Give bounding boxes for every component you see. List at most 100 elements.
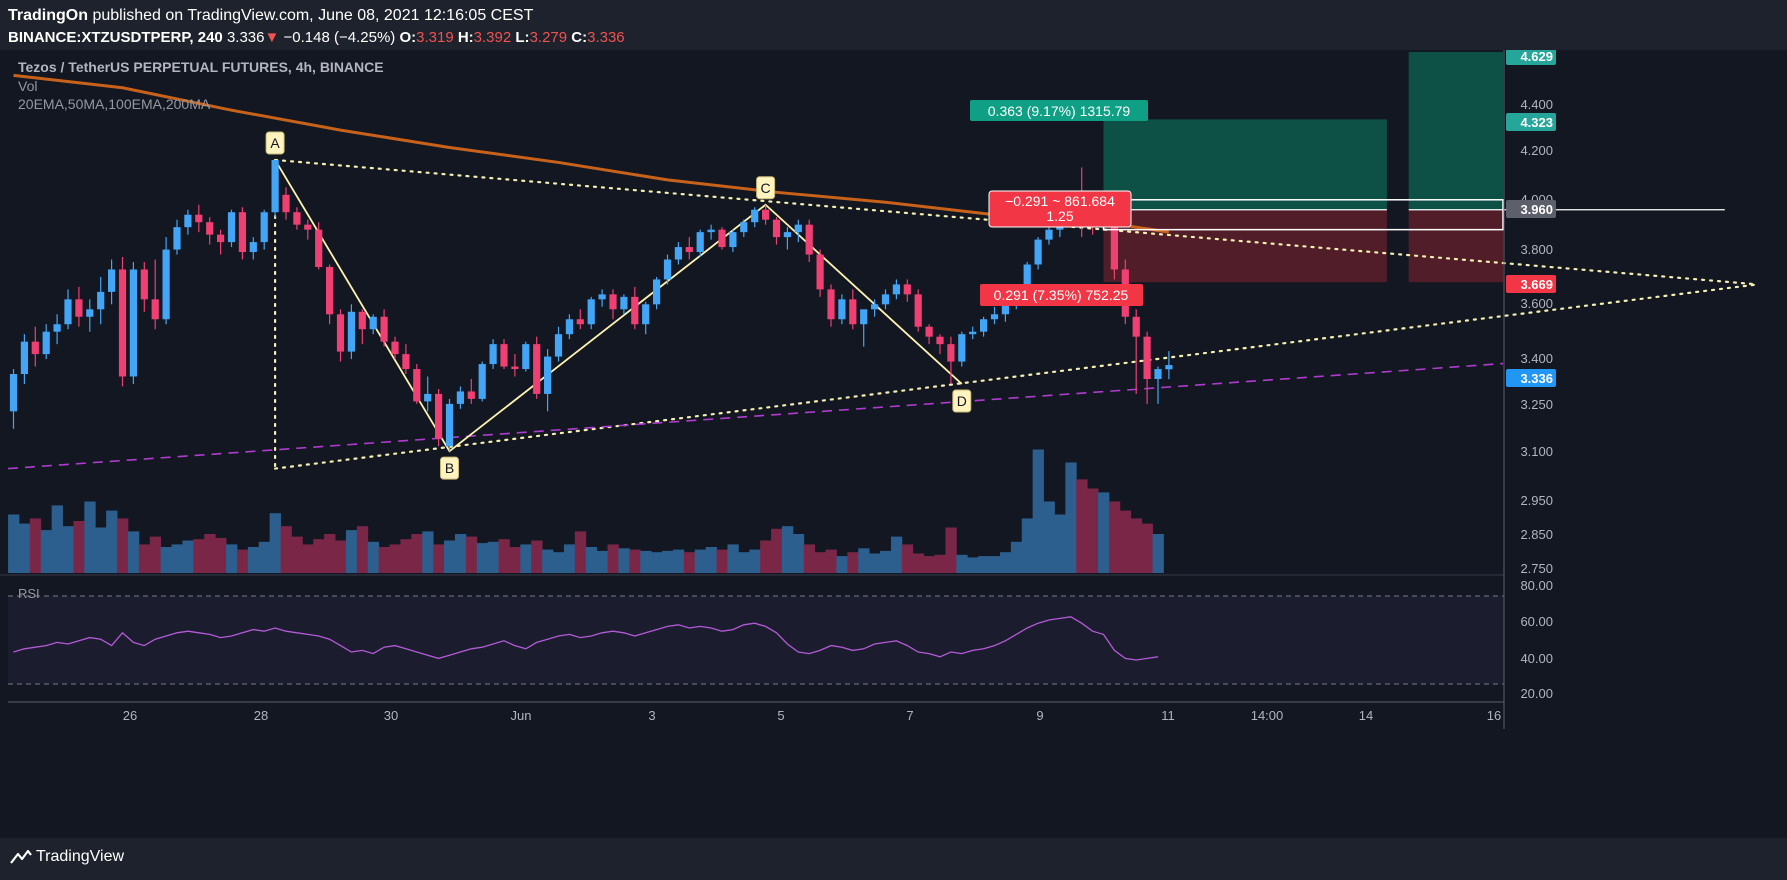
- candle-body: [522, 344, 530, 370]
- volume-bar: [792, 534, 805, 573]
- candle-body: [565, 319, 573, 335]
- open-value: 3.319: [416, 29, 454, 46]
- symbol-label[interactable]: BINANCE:XTZUSDTPERP, 240: [8, 29, 223, 46]
- volume-bars: [8, 449, 1164, 573]
- close-label: C:: [571, 29, 588, 46]
- volume-bar: [978, 556, 990, 573]
- candle-body: [925, 326, 933, 337]
- candle-body: [772, 219, 781, 238]
- rsi-tick: 20.00: [1520, 686, 1553, 701]
- volume-bar: [487, 541, 499, 573]
- candle-body: [663, 259, 672, 280]
- price-tick: 3.400: [1520, 351, 1553, 366]
- price-chart[interactable]: A B C D 0.363 (9.17%) 1315.79 0.291 (7.35%) 7…: [0, 50, 1787, 838]
- price-badge-label: 4.323: [1520, 115, 1553, 130]
- candle-body: [620, 296, 628, 310]
- price-badge: [1506, 275, 1556, 293]
- legend-rsi: RSI: [18, 586, 40, 601]
- candle-body: [140, 269, 148, 300]
- time-tick: 14:00: [1251, 708, 1284, 723]
- volume-bar: [781, 526, 794, 573]
- candle-body: [598, 294, 606, 300]
- volume-bar: [1010, 541, 1023, 573]
- volume-bar: [8, 514, 20, 573]
- volume-bar: [280, 526, 292, 573]
- abcd-label-box: [440, 456, 459, 480]
- candle-body: [456, 391, 464, 404]
- volume-bar: [727, 544, 739, 573]
- candle-body: [805, 224, 813, 255]
- candle-body: [576, 319, 584, 325]
- price-tick: 2.750: [1520, 561, 1553, 576]
- candle-body: [729, 232, 737, 248]
- candle-body: [947, 344, 955, 362]
- volume-bar: [84, 501, 96, 573]
- volume-bar: [313, 539, 325, 573]
- legend-vol: Vol: [18, 78, 37, 94]
- candle-body: [903, 284, 911, 295]
- candle-body: [860, 309, 868, 325]
- high-label: H:: [457, 29, 474, 46]
- candle-body: [881, 294, 890, 305]
- volume-bar: [1054, 514, 1066, 573]
- candle-body: [609, 294, 617, 310]
- volume-bar: [1152, 534, 1164, 573]
- candle-body: [227, 212, 236, 243]
- candle-body: [108, 269, 116, 292]
- volume-bar: [542, 549, 554, 573]
- price-tick: 3.600: [1520, 296, 1553, 311]
- volume-bar: [672, 549, 685, 573]
- abcd-label-b: B: [445, 460, 454, 476]
- candle-body: [696, 232, 704, 253]
- price-badge: [1506, 113, 1556, 131]
- author-name[interactable]: TradingOn: [8, 7, 88, 24]
- rsi-tick: 80.00: [1520, 578, 1553, 593]
- entry-label-line2: 1.25: [1046, 208, 1073, 224]
- candle-body: [1023, 264, 1031, 290]
- volume-bar: [934, 554, 946, 573]
- time-tick: 5: [777, 708, 784, 723]
- stop-label: 0.291 (7.35%) 752.25: [994, 287, 1129, 303]
- volume-bar: [127, 531, 140, 573]
- volume-bar: [880, 550, 892, 573]
- candle-body: [86, 309, 94, 317]
- candle-body: [969, 331, 977, 335]
- candle-body: [1001, 304, 1009, 315]
- candle-body: [489, 344, 497, 365]
- candle-body: [424, 393, 432, 402]
- time-tick: 16: [1487, 708, 1501, 723]
- candle-body: [838, 299, 846, 320]
- candles: [9, 159, 1173, 452]
- rsi-line: [13, 616, 1159, 661]
- candle-body: [118, 269, 127, 377]
- candle-body: [642, 304, 650, 325]
- volume-bar: [912, 553, 925, 573]
- candle-body: [20, 341, 28, 375]
- volume-bar: [738, 552, 750, 573]
- tradingview-brand[interactable]: TradingView: [10, 848, 124, 866]
- price-badge-label: 4.629: [1520, 50, 1553, 64]
- candle-body: [1165, 365, 1173, 370]
- volume-bar: [1130, 518, 1143, 573]
- volume-bar: [117, 518, 129, 573]
- volume-bar: [869, 553, 881, 573]
- candle-body: [129, 269, 137, 377]
- rsi-tick: 60.00: [1520, 614, 1553, 629]
- price-tick: 2.950: [1520, 493, 1553, 508]
- volume-bar: [73, 521, 85, 573]
- candle-body: [936, 336, 944, 345]
- candle-body: [587, 299, 595, 325]
- price-change: −0.148 (−4.25%): [283, 29, 396, 46]
- candle-body: [685, 247, 693, 253]
- volume-bar: [51, 505, 63, 573]
- candle-body: [271, 159, 279, 213]
- target-zone: [1408, 52, 1503, 210]
- volume-bar: [836, 556, 848, 573]
- volume-bar: [509, 547, 521, 573]
- legend-mas: 20EMA,50MA,100EMA,200MA: [18, 96, 211, 112]
- volume-bar: [389, 544, 401, 573]
- candle-body: [97, 291, 105, 310]
- candle-body: [238, 212, 246, 253]
- time-tick: 30: [384, 708, 398, 723]
- volume-bar: [345, 530, 358, 573]
